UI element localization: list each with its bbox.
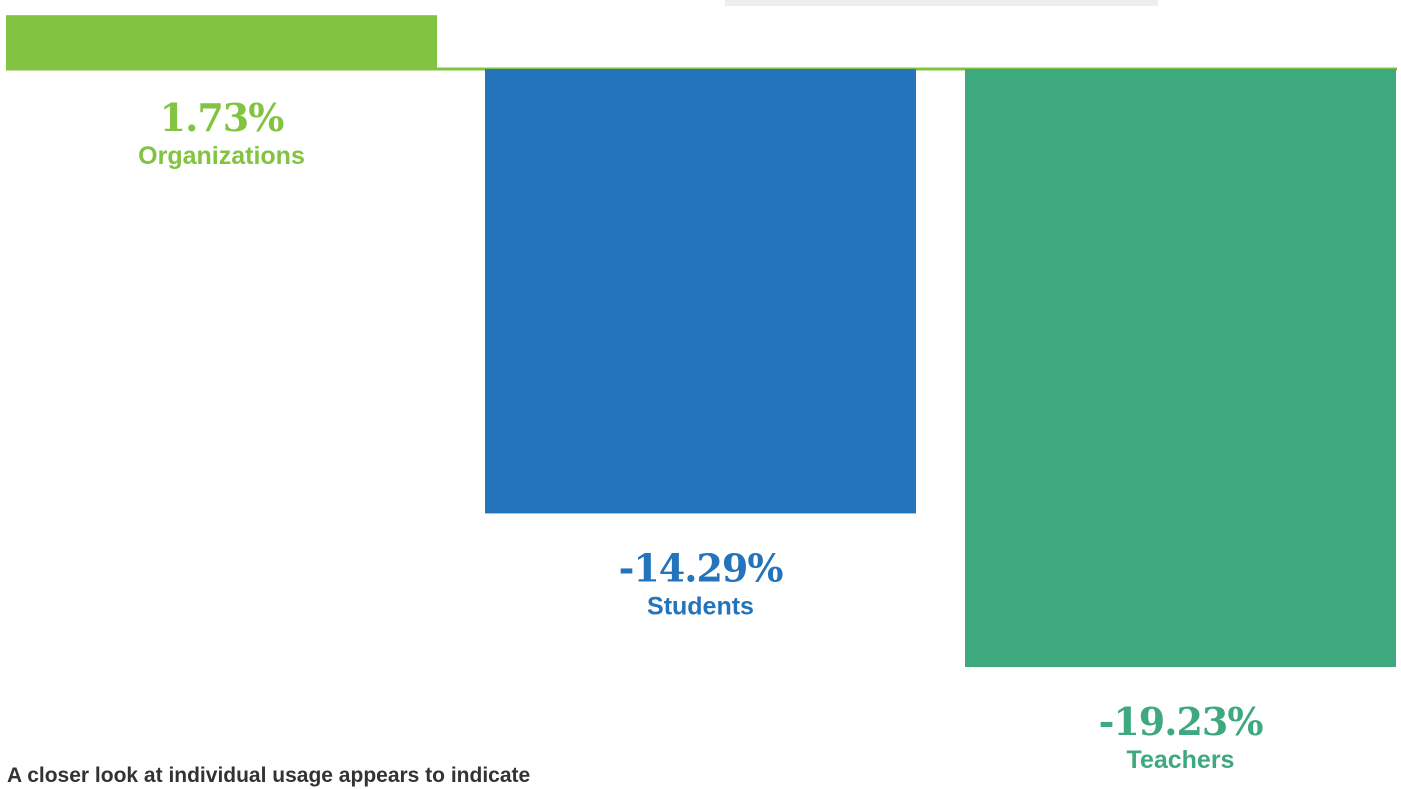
- top-divider-strip: [725, 0, 1158, 6]
- category-label-students: Students: [647, 592, 754, 620]
- value-label-students: -14.29%: [619, 545, 784, 590]
- caption-text: A closer look at individual usage appear…: [7, 764, 531, 787]
- bar-organizations: [6, 15, 437, 70]
- value-label-organizations: 1.73%: [160, 95, 285, 140]
- value-label-teachers: -19.23%: [1099, 699, 1264, 744]
- category-label-teachers: Teachers: [1127, 746, 1235, 774]
- category-label-organizations: Organizations: [138, 142, 305, 170]
- bar-students: [485, 69, 916, 514]
- bar-teachers: [965, 69, 1396, 668]
